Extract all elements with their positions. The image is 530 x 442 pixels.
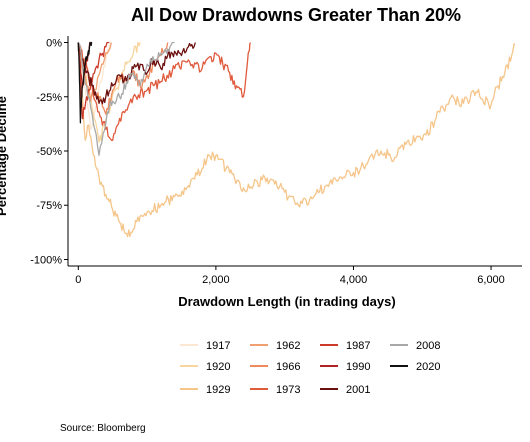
legend-label-1966: 1966 <box>276 361 300 373</box>
legend-label-1990: 1990 <box>346 361 370 373</box>
legend-label-1973: 1973 <box>276 384 300 396</box>
x-axis-title: Drawdown Length (in trading days) <box>178 294 395 309</box>
legend: 1917 1920 1929 1962 1966 1973 1987 1990 2001 2008… <box>180 340 440 396</box>
legend-label-1920: 1920 <box>206 361 230 373</box>
legend-label-2001: 2001 <box>346 384 370 396</box>
y-tick-label: -75% <box>36 200 62 212</box>
chart-title: All Dow Drawdowns Greater Than 20% <box>131 5 461 25</box>
y-tick-label: -50% <box>36 146 62 158</box>
y-axis-title: Percentage Decline <box>0 96 9 216</box>
series-line-1987 <box>77 41 110 120</box>
legend-label-1962: 1962 <box>276 340 300 352</box>
x-tick-label: 6,000 <box>477 274 505 286</box>
x-tick-label: 4,000 <box>340 274 368 286</box>
legend-label-1987: 1987 <box>346 340 370 352</box>
series-lines <box>77 41 516 238</box>
y-tick-label: -25% <box>36 92 62 104</box>
legend-label-2008: 2008 <box>416 340 440 352</box>
legend-label-1929: 1929 <box>206 384 230 396</box>
series-line-1929 <box>77 42 516 238</box>
x-tick-label: 0 <box>75 274 81 286</box>
legend-label-2020: 2020 <box>416 361 440 373</box>
y-tick-label: -100% <box>30 254 62 266</box>
x-tick-label: 2,000 <box>202 274 230 286</box>
series-line-1917 <box>77 42 112 130</box>
series-line-2020 <box>77 41 93 124</box>
series-line-2008 <box>77 41 175 156</box>
x-axis: 0 2,000 4,000 6,000 <box>68 265 522 286</box>
series-line-2001 <box>77 42 196 105</box>
y-tick-label: 0% <box>46 38 62 50</box>
y-axis: 0% -25% -50% -75% -100% <box>30 36 69 266</box>
series-line-1973 <box>77 42 251 142</box>
legend-label-1917: 1917 <box>206 340 230 352</box>
source-note: Source: Bloomberg <box>60 423 146 434</box>
